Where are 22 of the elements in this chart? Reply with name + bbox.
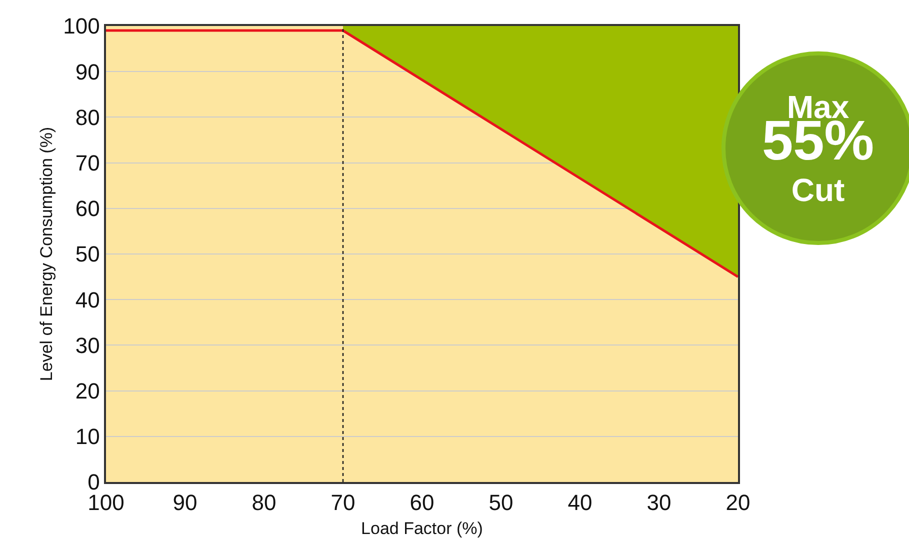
x-axis-title: Load Factor (%) — [361, 519, 483, 538]
y-tick-label: 20 — [75, 378, 100, 404]
y-axis-title: Level of Energy Consumption (%) — [37, 126, 56, 382]
x-tick-label: 20 — [726, 490, 750, 516]
y-tick-label: 90 — [75, 59, 100, 84]
x-tick-label: 40 — [568, 490, 592, 516]
y-tick-label: 60 — [75, 196, 100, 222]
y-tick-label: 0 — [88, 470, 100, 495]
x-tick-label: 80 — [252, 490, 276, 516]
y-tick-label: 40 — [75, 287, 100, 312]
x-tick-label: 50 — [488, 490, 514, 516]
y-tick-label: 80 — [75, 104, 100, 130]
x-tick-label: 90 — [172, 490, 198, 516]
y-tick-label: 30 — [75, 332, 100, 358]
x-tick-label: 30 — [646, 490, 672, 516]
y-tick-label: 100 — [63, 14, 100, 39]
text: Max 55% Cut — [762, 89, 874, 208]
y-tick-label: 70 — [75, 150, 100, 176]
y-tick-label: 10 — [75, 424, 100, 450]
y-tick-label: 50 — [75, 242, 100, 267]
x-tick-label: 60 — [410, 490, 434, 516]
x-tick-label: 70 — [330, 490, 356, 516]
